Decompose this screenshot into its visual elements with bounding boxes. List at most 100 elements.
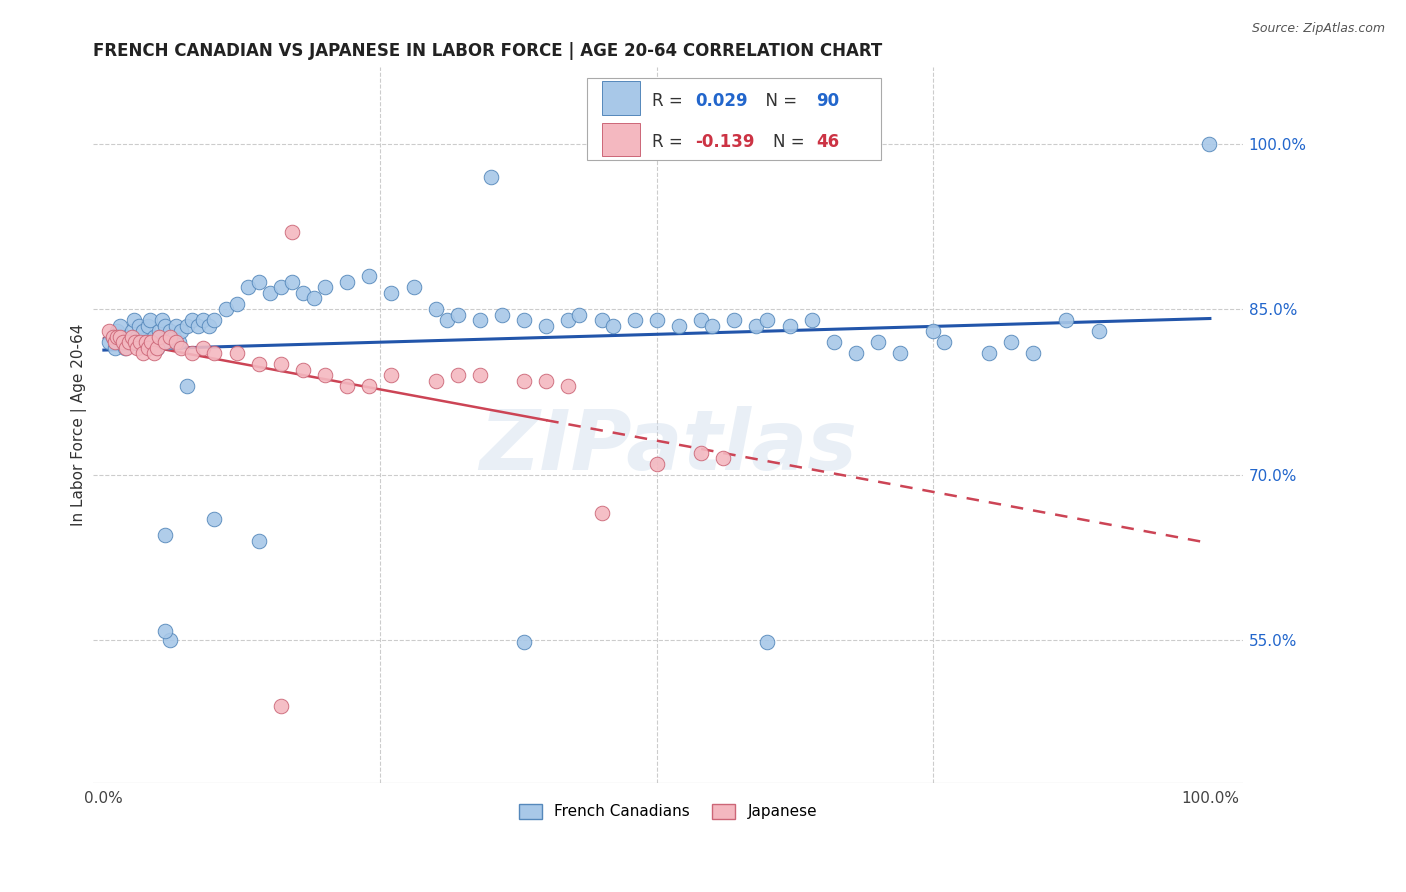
Point: [152, 313, 174, 327]
Point: [121, 330, 143, 344]
Point: [165, 335, 187, 350]
Point: [800, 313, 823, 327]
Point: [187, 318, 209, 333]
Point: [868, 335, 890, 350]
Point: [159, 632, 181, 647]
Point: [922, 324, 945, 338]
FancyBboxPatch shape: [602, 122, 640, 156]
Point: [115, 341, 138, 355]
Point: [225, 346, 247, 360]
Point: [101, 330, 124, 344]
Point: [270, 280, 292, 294]
Point: [513, 313, 536, 327]
Point: [291, 363, 314, 377]
Point: [281, 225, 304, 239]
Text: 46: 46: [817, 133, 839, 151]
Point: [291, 285, 314, 300]
Point: [479, 169, 502, 184]
Point: [602, 318, 624, 333]
Point: [447, 308, 470, 322]
Text: -0.139: -0.139: [696, 133, 755, 151]
Point: [114, 341, 136, 355]
Point: [745, 318, 768, 333]
Point: [204, 313, 226, 327]
Point: [723, 313, 745, 327]
Point: [314, 368, 336, 383]
Point: [889, 346, 911, 360]
Point: [176, 318, 198, 333]
Point: [336, 275, 359, 289]
Point: [153, 624, 176, 638]
Point: [536, 318, 558, 333]
Point: [1198, 136, 1220, 151]
Point: [111, 335, 134, 350]
Point: [247, 533, 270, 548]
Point: [146, 341, 169, 355]
Point: [236, 280, 259, 294]
Point: [568, 308, 591, 322]
Point: [125, 341, 148, 355]
Point: [204, 346, 226, 360]
Point: [845, 346, 868, 360]
Point: [756, 313, 779, 327]
Point: [591, 506, 613, 520]
Point: [136, 341, 159, 355]
Point: [159, 330, 181, 344]
Point: [170, 324, 193, 338]
Point: [193, 313, 215, 327]
Point: [153, 335, 176, 350]
Text: FRENCH CANADIAN VS JAPANESE IN LABOR FORCE | AGE 20-64 CORRELATION CHART: FRENCH CANADIAN VS JAPANESE IN LABOR FOR…: [93, 42, 882, 60]
Point: [181, 313, 204, 327]
Point: [214, 302, 236, 317]
Point: [176, 379, 198, 393]
Point: [193, 341, 215, 355]
Point: [359, 379, 381, 393]
Point: [122, 313, 145, 327]
Point: [557, 313, 579, 327]
Point: [148, 330, 170, 344]
Point: [690, 445, 713, 459]
Point: [380, 285, 402, 300]
Point: [702, 318, 724, 333]
Point: [121, 324, 143, 338]
Point: [247, 357, 270, 371]
Point: [135, 335, 157, 350]
Point: [142, 330, 165, 344]
Point: [131, 324, 153, 338]
Point: [934, 335, 956, 350]
Point: [125, 330, 148, 344]
FancyBboxPatch shape: [602, 81, 640, 115]
Point: [1054, 313, 1077, 327]
Point: [118, 335, 141, 350]
Point: [148, 324, 170, 338]
Point: [115, 330, 138, 344]
Point: [270, 357, 292, 371]
Point: [162, 330, 184, 344]
Point: [314, 280, 336, 294]
Point: [447, 368, 470, 383]
Point: [165, 318, 187, 333]
Point: [336, 379, 359, 393]
Point: [98, 324, 121, 338]
Point: [156, 335, 179, 350]
Point: [105, 324, 128, 338]
Point: [645, 457, 668, 471]
Point: [623, 313, 645, 327]
Point: [557, 379, 579, 393]
Point: [136, 318, 159, 333]
Text: R =: R =: [652, 133, 688, 151]
Text: ZIPatlas: ZIPatlas: [479, 406, 856, 487]
Point: [110, 330, 132, 344]
Point: [170, 341, 193, 355]
Point: [181, 346, 204, 360]
Point: [104, 341, 127, 355]
Point: [131, 346, 153, 360]
Point: [690, 313, 713, 327]
Point: [591, 313, 613, 327]
Point: [425, 302, 447, 317]
Point: [668, 318, 690, 333]
Point: [513, 635, 536, 649]
Y-axis label: In Labor Force | Age 20-64: In Labor Force | Age 20-64: [72, 324, 87, 526]
Point: [198, 318, 221, 333]
Point: [1088, 324, 1111, 338]
